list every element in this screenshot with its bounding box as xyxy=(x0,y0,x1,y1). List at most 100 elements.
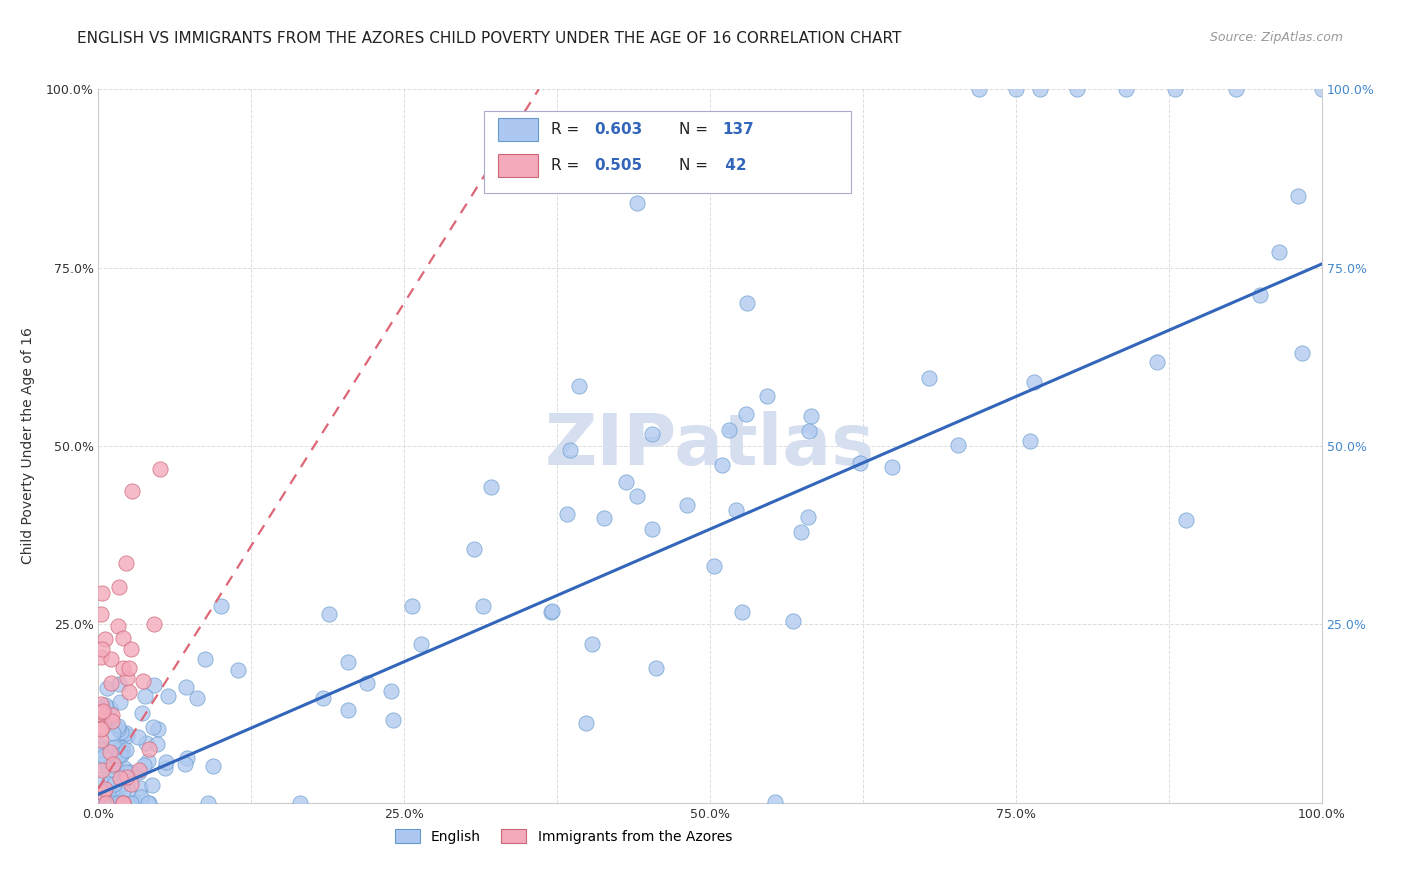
Point xyxy=(1004,82,1026,96)
Point xyxy=(138,742,160,756)
Point xyxy=(110,777,132,791)
Point xyxy=(176,681,198,695)
Point xyxy=(1174,513,1197,527)
Point xyxy=(110,796,132,810)
Point xyxy=(103,739,125,754)
Text: R =: R = xyxy=(551,122,583,137)
Text: 137: 137 xyxy=(723,122,754,137)
Point xyxy=(558,443,581,458)
Point xyxy=(120,777,142,791)
Point xyxy=(93,784,115,798)
Point xyxy=(146,737,169,751)
Legend: English, Immigrants from the Azores: English, Immigrants from the Azores xyxy=(389,823,738,849)
Point xyxy=(101,708,124,723)
Point xyxy=(110,771,132,785)
Point xyxy=(107,719,129,733)
Text: 42: 42 xyxy=(720,158,747,173)
Point xyxy=(90,723,112,737)
Point xyxy=(90,796,112,810)
Point xyxy=(90,733,112,747)
Point xyxy=(782,614,804,628)
Point xyxy=(797,509,820,524)
Point xyxy=(100,714,122,728)
Text: R =: R = xyxy=(551,158,583,173)
Point xyxy=(174,756,197,771)
Point xyxy=(100,675,122,690)
Point xyxy=(946,438,969,452)
Point xyxy=(114,764,136,779)
Text: 0.505: 0.505 xyxy=(593,158,643,173)
Text: Source: ZipAtlas.com: Source: ZipAtlas.com xyxy=(1209,31,1343,45)
Point xyxy=(100,652,122,666)
Point xyxy=(201,758,224,772)
Point xyxy=(91,700,114,714)
Point xyxy=(463,542,485,557)
Point xyxy=(90,641,112,656)
Point xyxy=(90,697,112,711)
Point xyxy=(101,788,124,802)
Point xyxy=(790,525,813,540)
Point xyxy=(153,761,176,775)
Point xyxy=(111,784,134,798)
Point xyxy=(100,762,122,776)
Point xyxy=(129,781,152,796)
Point xyxy=(143,616,166,631)
Point xyxy=(112,772,135,787)
Point xyxy=(645,661,668,675)
Point xyxy=(197,796,219,810)
Point xyxy=(94,789,117,803)
Point xyxy=(156,690,179,704)
Point xyxy=(121,796,143,810)
Point xyxy=(135,736,157,750)
Point xyxy=(114,726,136,740)
Point xyxy=(136,754,159,768)
Point xyxy=(380,684,402,698)
Point xyxy=(107,677,129,691)
Point xyxy=(401,599,423,613)
Point xyxy=(1029,82,1052,96)
Point xyxy=(127,730,149,744)
Point xyxy=(108,748,131,763)
Point xyxy=(90,585,112,599)
Point xyxy=(90,722,112,736)
Point xyxy=(1225,82,1247,96)
Point xyxy=(104,739,127,754)
FancyBboxPatch shape xyxy=(484,111,851,193)
Point xyxy=(100,714,122,729)
Point xyxy=(93,748,115,763)
Y-axis label: Child Poverty Under the Age of 16: Child Poverty Under the Age of 16 xyxy=(21,327,35,565)
Point xyxy=(1146,355,1168,369)
Point xyxy=(1019,434,1042,449)
Point xyxy=(382,713,405,727)
Point xyxy=(614,475,637,490)
Point xyxy=(318,607,340,622)
Point xyxy=(94,781,117,796)
Point xyxy=(755,388,778,402)
Point xyxy=(1291,345,1313,359)
Point xyxy=(918,370,941,384)
Point xyxy=(120,796,142,810)
Point xyxy=(110,748,132,763)
Point xyxy=(94,796,117,810)
Point xyxy=(186,691,208,706)
Point xyxy=(128,763,150,777)
Point xyxy=(117,783,139,797)
Point xyxy=(138,796,160,810)
Point xyxy=(108,743,131,757)
Point xyxy=(112,745,135,759)
Point xyxy=(115,729,138,743)
Point xyxy=(93,796,115,810)
Point xyxy=(118,661,141,675)
Point xyxy=(849,456,872,470)
Text: ENGLISH VS IMMIGRANTS FROM THE AZORES CHILD POVERTY UNDER THE AGE OF 16 CORRELAT: ENGLISH VS IMMIGRANTS FROM THE AZORES CH… xyxy=(77,31,901,46)
Point xyxy=(735,407,758,421)
Point xyxy=(176,751,198,765)
Text: 0.603: 0.603 xyxy=(593,122,643,137)
Point xyxy=(540,604,562,618)
Point xyxy=(143,678,166,692)
Point xyxy=(110,725,132,739)
Point xyxy=(90,796,112,810)
Point xyxy=(142,720,165,734)
Point xyxy=(967,82,990,96)
Point xyxy=(155,756,177,770)
